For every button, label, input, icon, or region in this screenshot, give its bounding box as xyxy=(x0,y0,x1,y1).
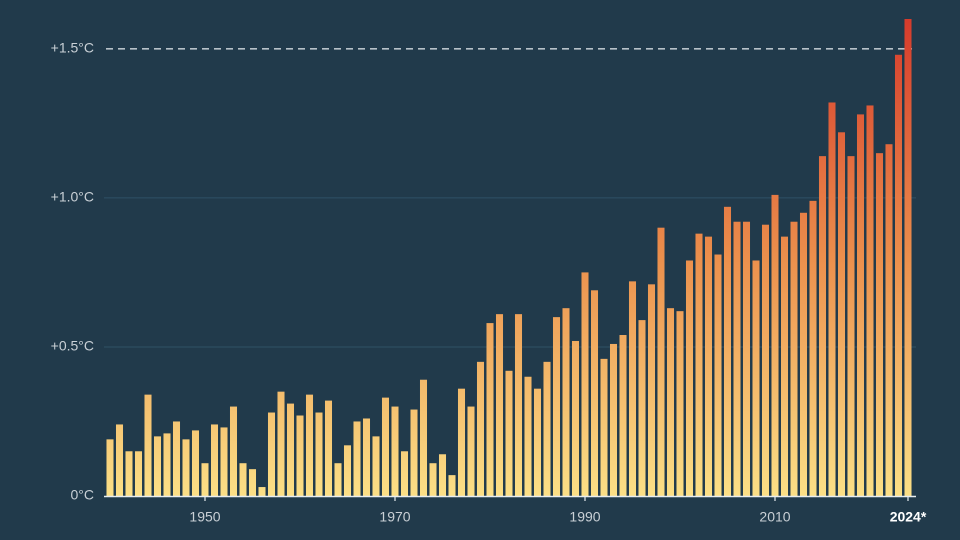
bar xyxy=(742,221,751,496)
bar xyxy=(429,463,437,496)
bar xyxy=(533,388,542,496)
bar xyxy=(562,308,570,496)
bar xyxy=(771,194,779,497)
bar xyxy=(210,424,219,496)
x-tick-label: 1990 xyxy=(569,509,600,525)
bar xyxy=(486,323,494,496)
y-tick-label: +1.5°C xyxy=(51,40,94,56)
bar xyxy=(695,233,703,496)
bar xyxy=(790,221,798,496)
bar xyxy=(476,361,485,496)
bar xyxy=(524,376,532,496)
bar xyxy=(438,454,447,496)
bar xyxy=(495,314,504,496)
bar xyxy=(305,394,314,496)
bar xyxy=(134,451,143,496)
bar xyxy=(191,430,200,496)
bar xyxy=(904,19,912,496)
bar xyxy=(286,403,295,496)
bar xyxy=(115,424,124,496)
bar xyxy=(381,397,390,496)
bar xyxy=(296,415,304,496)
bar xyxy=(153,436,162,496)
bar xyxy=(258,487,266,496)
bar xyxy=(638,320,646,496)
bar xyxy=(685,260,694,496)
bar xyxy=(172,421,181,496)
x-tick-label: 1950 xyxy=(189,509,220,525)
bar xyxy=(590,290,599,496)
bar xyxy=(239,463,247,496)
bar xyxy=(144,394,152,496)
bar xyxy=(571,340,580,496)
bar xyxy=(391,406,399,496)
bar xyxy=(400,451,409,496)
bar xyxy=(856,114,865,497)
bar xyxy=(514,314,523,496)
bar xyxy=(628,281,637,496)
x-tick-label: 2010 xyxy=(759,509,790,525)
x-tick-label: 1970 xyxy=(379,509,410,525)
bar xyxy=(837,132,846,496)
bar xyxy=(704,236,713,496)
bar xyxy=(809,200,817,496)
bar xyxy=(761,224,770,497)
bar xyxy=(885,144,893,496)
bar xyxy=(410,409,418,496)
bar xyxy=(609,343,618,496)
bar xyxy=(106,439,114,496)
bar xyxy=(552,317,561,496)
bar xyxy=(419,379,428,496)
y-tick-label: 0°C xyxy=(71,487,95,503)
bar xyxy=(343,445,352,496)
bar xyxy=(267,412,276,496)
bar xyxy=(818,156,827,496)
bar xyxy=(657,227,665,496)
bar xyxy=(666,308,675,496)
bar xyxy=(780,236,789,496)
y-tick-label: +1.0°C xyxy=(51,189,94,205)
bar xyxy=(676,311,684,496)
bar xyxy=(457,388,466,496)
bar xyxy=(799,212,808,496)
bar xyxy=(220,427,228,496)
bar xyxy=(277,391,285,496)
bar xyxy=(229,406,238,496)
bar xyxy=(182,439,190,496)
bar xyxy=(619,335,627,496)
bar xyxy=(828,102,836,496)
y-tick-label: +0.5°C xyxy=(51,338,94,354)
bar xyxy=(248,469,257,496)
bar xyxy=(467,406,475,496)
bar xyxy=(866,105,874,497)
bar xyxy=(125,451,133,496)
bar xyxy=(714,254,722,496)
bar xyxy=(448,475,456,496)
bar xyxy=(752,260,760,496)
bar xyxy=(372,436,380,496)
bar xyxy=(600,358,608,496)
bar xyxy=(362,418,371,496)
bar xyxy=(543,361,551,496)
bar xyxy=(847,156,855,496)
bar xyxy=(647,284,656,496)
bar xyxy=(875,153,884,496)
bar xyxy=(315,412,323,496)
x-tick-label: 2024* xyxy=(890,509,927,525)
bar xyxy=(163,433,171,496)
bar xyxy=(894,54,903,497)
bar xyxy=(723,206,732,496)
bar xyxy=(201,463,209,496)
bar xyxy=(581,272,589,496)
bar xyxy=(505,370,513,496)
bar xyxy=(334,463,342,496)
bar xyxy=(733,221,741,496)
bar xyxy=(324,400,333,496)
bar xyxy=(353,421,361,496)
